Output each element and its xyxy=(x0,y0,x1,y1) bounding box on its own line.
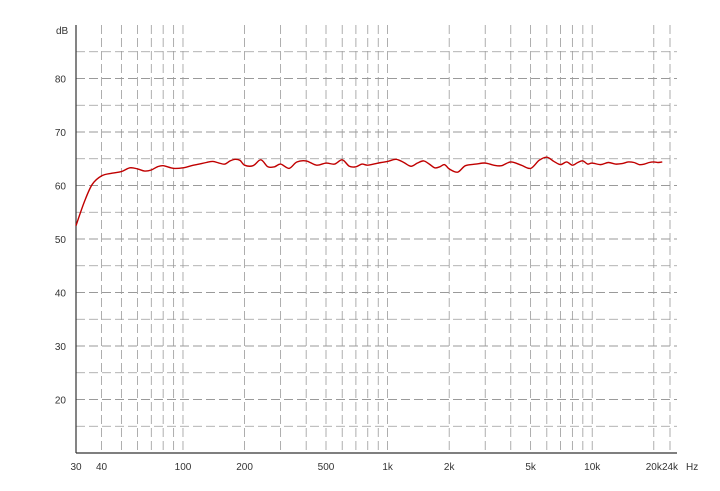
x-tick-label: 20k xyxy=(646,462,663,473)
y-unit-label: dB xyxy=(56,26,69,37)
y-tick-label: 60 xyxy=(55,182,67,193)
x-tick-label: 2k xyxy=(444,462,456,473)
x-tick-label: 500 xyxy=(318,462,335,473)
y-tick-label: 40 xyxy=(55,289,67,300)
axes xyxy=(75,25,677,454)
y-tick-label: 70 xyxy=(55,128,67,139)
x-tick-label: 200 xyxy=(236,462,253,473)
tick-labels: dB Hz 20 30 40 50 60 70 80 30 40 100 200 500 1k 2k 5k 1… xyxy=(55,26,698,473)
grid xyxy=(76,25,677,453)
y-tick-label: 30 xyxy=(55,342,67,353)
series xyxy=(75,156,663,226)
x-tick-label: 100 xyxy=(175,462,192,473)
response-curve xyxy=(75,156,663,226)
x-tick-label: 1k xyxy=(382,462,394,473)
x-tick-label: 10k xyxy=(584,462,601,473)
x-tick-label: 5k xyxy=(525,462,537,473)
y-tick-label: 80 xyxy=(55,75,67,86)
y-tick-label: 20 xyxy=(55,396,67,407)
x-tick-label: 40 xyxy=(96,462,108,473)
x-tick-label: 30 xyxy=(70,462,82,473)
x-tick-label: 24k xyxy=(662,462,679,473)
x-unit-label: Hz xyxy=(686,462,698,473)
y-tick-label: 50 xyxy=(55,235,67,246)
